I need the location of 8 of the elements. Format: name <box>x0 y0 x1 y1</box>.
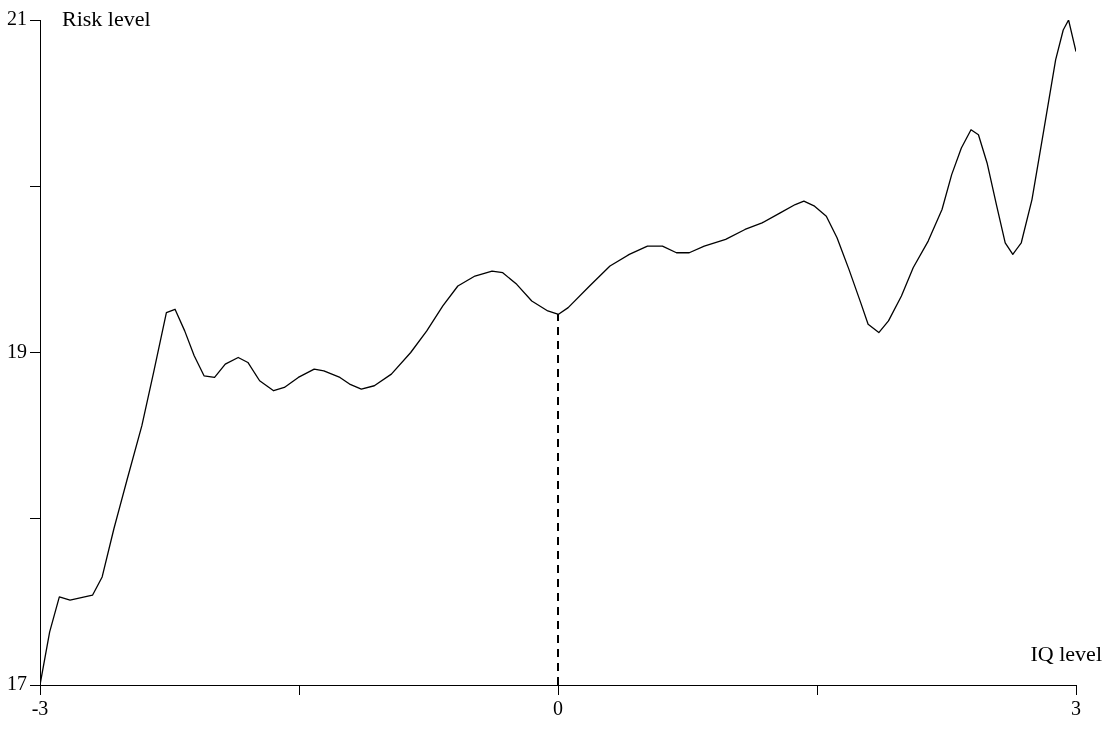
x-tick-label: 0 <box>553 697 563 720</box>
x-tick-label: -3 <box>31 697 49 720</box>
y-tick-label: 19 <box>7 339 27 362</box>
y-tick-label: 17 <box>7 672 27 695</box>
y-axis-title: Risk level <box>62 5 151 31</box>
y-tick-label: 21 <box>7 7 27 30</box>
x-tick-label: 3 <box>1071 697 1081 720</box>
x-axis-title: IQ level <box>1030 640 1102 666</box>
